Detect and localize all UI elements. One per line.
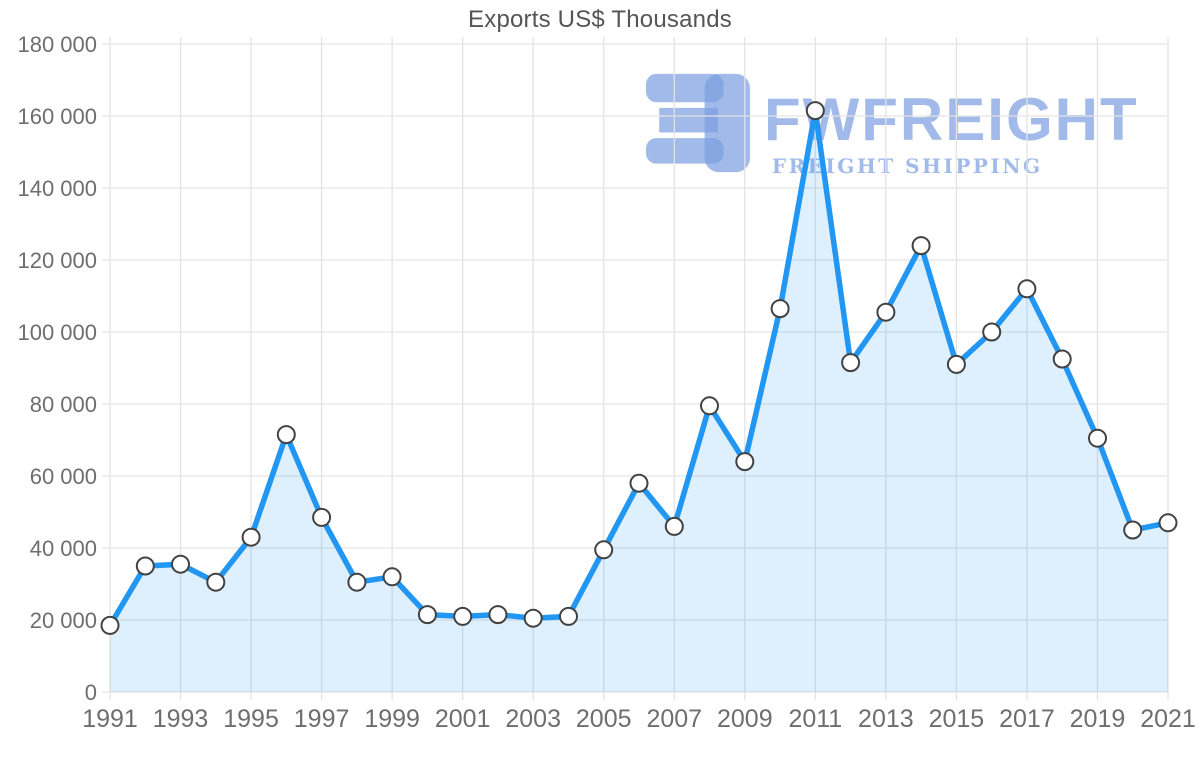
data-point[interactable] [911, 236, 931, 256]
svg-text:140 000: 140 000 [17, 176, 97, 201]
data-point[interactable] [135, 556, 155, 576]
svg-text:160 000: 160 000 [17, 104, 97, 129]
svg-text:1999: 1999 [364, 705, 420, 733]
svg-text:2019: 2019 [1070, 705, 1126, 733]
data-point[interactable] [276, 425, 296, 445]
svg-text:1993: 1993 [153, 705, 209, 733]
data-point[interactable] [382, 567, 402, 587]
data-point[interactable] [488, 605, 508, 625]
data-point[interactable] [1017, 279, 1037, 299]
data-point[interactable] [417, 605, 437, 625]
data-point[interactable] [241, 527, 261, 547]
svg-text:2011: 2011 [788, 705, 842, 733]
svg-text:2013: 2013 [858, 705, 914, 733]
data-point[interactable] [100, 615, 120, 635]
chart-title: Exports US$ Thousands [468, 6, 732, 33]
svg-text:0: 0 [85, 680, 97, 705]
svg-text:120 000: 120 000 [17, 248, 97, 273]
svg-text:1991: 1991 [82, 705, 138, 733]
svg-text:2015: 2015 [929, 705, 985, 733]
data-point[interactable] [629, 473, 649, 493]
svg-text:100 000: 100 000 [17, 320, 97, 345]
data-points [100, 101, 1178, 635]
svg-text:2021: 2021 [1140, 705, 1196, 733]
svg-text:1997: 1997 [294, 705, 350, 733]
svg-text:40 000: 40 000 [30, 536, 97, 561]
data-point[interactable] [1052, 349, 1072, 369]
data-point[interactable] [876, 302, 896, 322]
data-point[interactable] [1123, 520, 1143, 540]
data-point[interactable] [700, 396, 719, 416]
data-point[interactable] [770, 299, 790, 319]
data-point[interactable] [206, 572, 226, 592]
svg-text:2003: 2003 [505, 705, 561, 733]
data-point[interactable] [523, 608, 543, 628]
svg-text:2007: 2007 [646, 705, 702, 733]
x-axis-labels: 1991 1993 1995 1997 1999 2001 2003 2005 2007 2009… [82, 705, 1196, 733]
data-point[interactable] [1158, 513, 1178, 533]
data-point[interactable] [312, 507, 332, 527]
svg-text:60 000: 60 000 [30, 464, 97, 489]
svg-text:180 000: 180 000 [17, 32, 97, 57]
data-point[interactable] [664, 516, 684, 536]
svg-text:1995: 1995 [223, 705, 279, 733]
y-axis-labels: 0 20 000 40 000 60 000 80 000 100 000 120 000 1… [17, 32, 97, 705]
data-point[interactable] [347, 572, 367, 592]
data-point[interactable] [946, 354, 966, 374]
area-fill [110, 110, 1168, 693]
data-point[interactable] [594, 540, 614, 560]
svg-text:2009: 2009 [717, 705, 773, 733]
data-point[interactable] [171, 554, 190, 574]
data-point[interactable] [805, 101, 825, 121]
svg-text:2001: 2001 [435, 705, 491, 733]
data-point[interactable] [453, 606, 473, 626]
svg-text:2017: 2017 [999, 705, 1055, 733]
svg-text:20 000: 20 000 [30, 608, 97, 633]
data-point[interactable] [982, 322, 1002, 342]
svg-text:2005: 2005 [576, 705, 632, 733]
data-point[interactable] [1088, 428, 1107, 448]
svg-text:80 000: 80 000 [30, 392, 97, 417]
data-point[interactable] [735, 452, 755, 472]
data-point[interactable] [841, 353, 861, 373]
data-point[interactable] [559, 606, 578, 626]
